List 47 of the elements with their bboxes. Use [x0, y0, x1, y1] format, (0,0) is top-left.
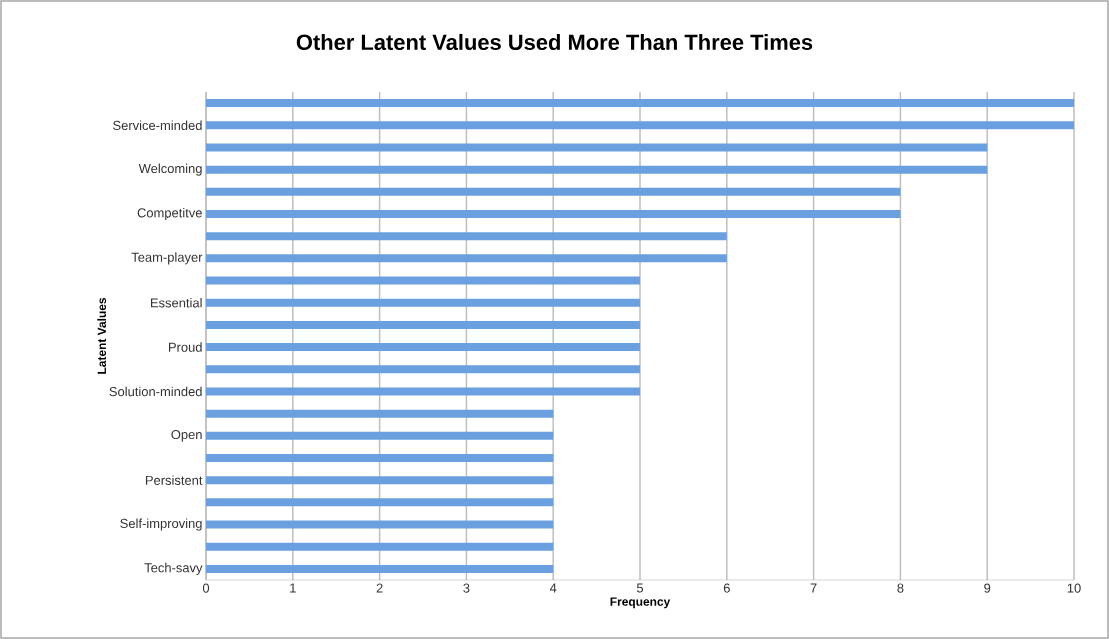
x-tick-label: 10	[1067, 583, 1081, 593]
y-tick-label: Solution-minded	[109, 386, 202, 397]
y-tick-label: Tech-savy	[144, 562, 203, 575]
bar	[206, 99, 1075, 108]
y-tick-label: Team-player	[131, 252, 203, 265]
x-axis-title: Frequency	[610, 597, 671, 609]
x-tick-label: 2	[376, 583, 383, 593]
bar	[206, 320, 641, 329]
y-tick-label: Open	[171, 429, 202, 442]
bar	[206, 232, 727, 241]
bar	[206, 365, 641, 374]
bar	[206, 564, 554, 573]
chart-title: Other Latent Values Used More Than Three Times	[296, 33, 813, 51]
x-tick-label: 5	[636, 583, 644, 593]
bar	[206, 298, 641, 307]
y-tick-label: Competitve	[137, 207, 202, 221]
bar	[206, 143, 988, 152]
x-tick-label: 1	[290, 583, 296, 593]
bar	[206, 121, 1075, 130]
bar	[206, 165, 988, 174]
bar	[206, 387, 641, 396]
bar	[206, 343, 641, 352]
y-tick-label: Persistent	[145, 475, 203, 485]
bar	[206, 520, 554, 529]
x-tick-label: 3	[463, 583, 470, 593]
bar	[206, 431, 554, 440]
bar	[206, 542, 554, 551]
y-tick-label: Service-minded	[113, 120, 202, 131]
x-tick-label: 4	[549, 583, 557, 593]
x-tick-label: 9	[984, 583, 991, 593]
bar	[206, 209, 901, 218]
x-tick-label: 0	[202, 583, 210, 593]
bar	[206, 254, 727, 263]
y-tick-label: Essential	[151, 297, 202, 308]
bar	[206, 276, 641, 285]
bar	[206, 453, 554, 462]
bar	[206, 476, 554, 485]
y-tick-label: Proud	[168, 342, 202, 352]
bar	[206, 409, 554, 418]
y-tick-label: Welcoming	[138, 163, 202, 176]
x-tick-label: 6	[723, 583, 730, 593]
bar	[206, 187, 901, 196]
y-tick-label: Self-improving	[120, 518, 202, 531]
bar	[206, 498, 554, 507]
x-tick-label: 8	[897, 583, 904, 593]
y-axis-title: Latent Values	[97, 297, 107, 374]
x-tick-label: 7	[810, 583, 817, 593]
